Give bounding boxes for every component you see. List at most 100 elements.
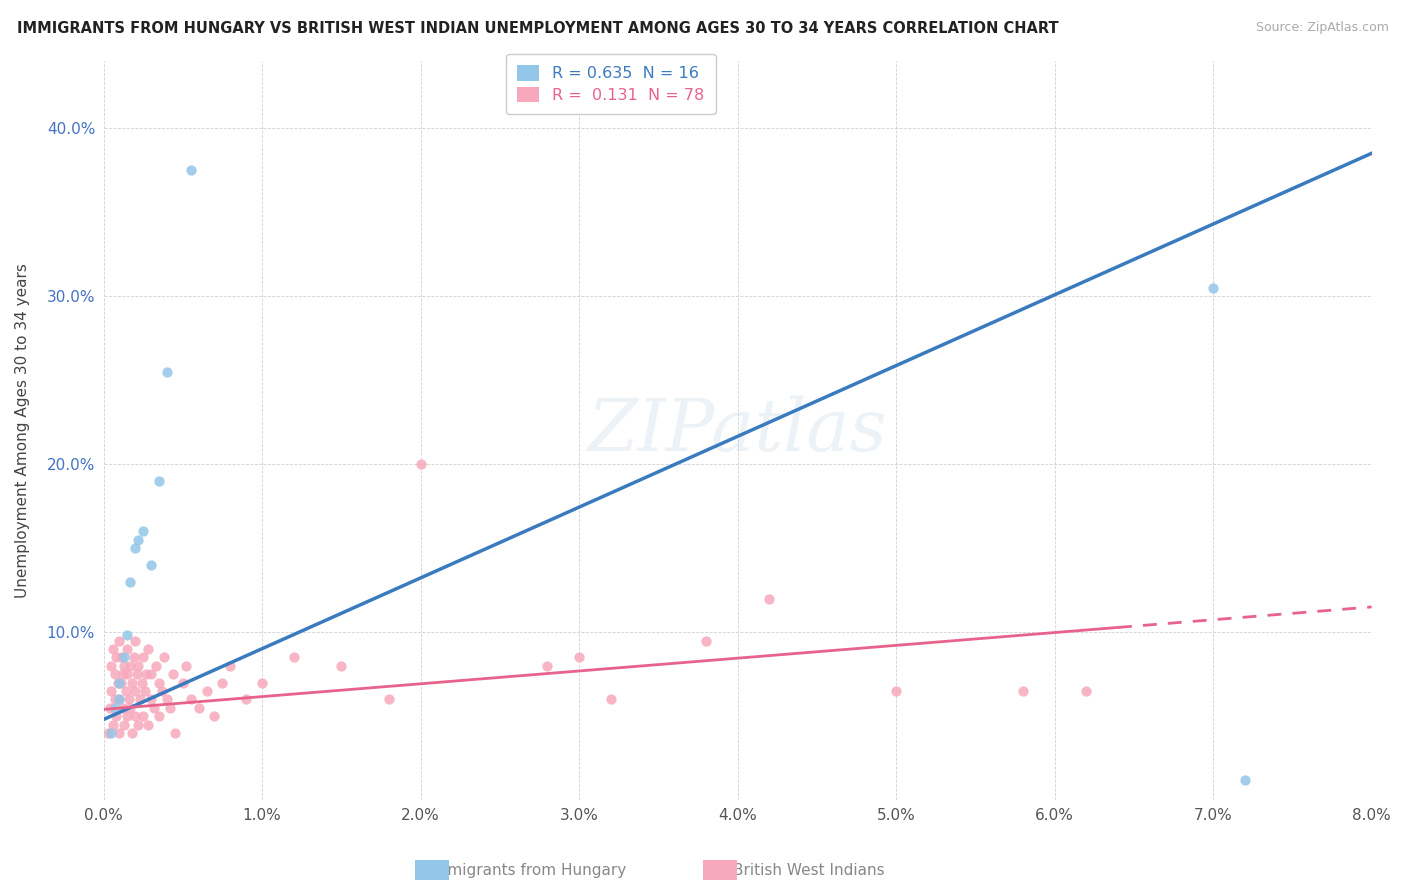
Point [97, 726, 120, 740]
Point [112, 717, 135, 731]
Point [120, 574, 142, 589]
Point [110, 675, 132, 690]
Point [101, 642, 124, 657]
Point [139, 667, 162, 681]
Point [124, 633, 146, 648]
Point [100, 726, 122, 740]
Point [104, 692, 127, 706]
Point [120, 700, 142, 714]
Point [104, 700, 127, 714]
Text: IMMIGRANTS FROM HUNGARY VS BRITISH WEST INDIAN UNEMPLOYMENT AMONG AGES 30 TO 34 : IMMIGRANTS FROM HUNGARY VS BRITISH WEST … [17, 21, 1059, 36]
Point [121, 726, 143, 740]
Text: Immigrants from Hungary: Immigrants from Hungary [427, 863, 627, 878]
Point [330, 658, 353, 673]
Point [568, 650, 591, 665]
Text: Source: ZipAtlas.com: Source: ZipAtlas.com [1256, 21, 1389, 34]
Point [180, 163, 202, 178]
Point [283, 650, 305, 665]
Point [378, 692, 401, 706]
Point [148, 675, 170, 690]
Point [136, 717, 159, 731]
Point [139, 692, 162, 706]
Point [105, 709, 128, 723]
Point [1076, 684, 1098, 698]
Point [163, 726, 186, 740]
Point [143, 700, 166, 714]
Point [114, 684, 136, 698]
Point [108, 726, 131, 740]
Point [145, 658, 167, 673]
Point [132, 650, 155, 665]
Point [105, 650, 128, 665]
Point [134, 684, 156, 698]
Point [129, 692, 152, 706]
Point [111, 667, 134, 681]
Point [172, 675, 194, 690]
Point [98, 700, 121, 714]
Point [250, 675, 273, 690]
Point [100, 684, 122, 698]
Y-axis label: Unemployment Among Ages 30 to 34 years: Unemployment Among Ages 30 to 34 years [15, 263, 30, 598]
Point [104, 667, 127, 681]
Point [156, 365, 179, 379]
Point [536, 658, 558, 673]
Point [125, 667, 148, 681]
Point [121, 675, 143, 690]
Point [108, 692, 131, 706]
Point [235, 692, 257, 706]
Point [884, 684, 907, 698]
Point [180, 692, 202, 706]
Point [108, 675, 131, 690]
Point [131, 675, 153, 690]
Point [132, 524, 155, 539]
Point [162, 667, 184, 681]
Point [124, 541, 146, 555]
Point [695, 633, 717, 648]
Point [111, 700, 134, 714]
Point [117, 628, 139, 642]
Point [1202, 281, 1225, 295]
Point [117, 709, 139, 723]
Point [101, 717, 124, 731]
Point [195, 684, 218, 698]
Point [108, 633, 131, 648]
Point [150, 684, 173, 698]
Point [148, 709, 170, 723]
Point [132, 709, 155, 723]
Point [122, 650, 145, 665]
Point [127, 717, 149, 731]
Point [110, 650, 132, 665]
Point [107, 675, 129, 690]
Point [187, 700, 209, 714]
Point [152, 650, 174, 665]
Point [758, 591, 780, 606]
Point [127, 658, 149, 673]
Legend: R = 0.635  N = 16, R =  0.131  N = 78: R = 0.635 N = 16, R = 0.131 N = 78 [506, 54, 716, 114]
Point [118, 692, 141, 706]
Point [124, 709, 146, 723]
Point [599, 692, 621, 706]
Point [127, 533, 149, 547]
Point [409, 457, 432, 471]
Point [211, 675, 233, 690]
Point [112, 658, 135, 673]
Point [117, 667, 139, 681]
Point [219, 658, 242, 673]
Point [159, 700, 181, 714]
Point [112, 650, 135, 665]
Point [108, 692, 131, 706]
Text: British West Indians: British West Indians [733, 863, 884, 878]
Point [174, 658, 197, 673]
Point [156, 692, 179, 706]
Point [135, 667, 157, 681]
Point [136, 642, 159, 657]
Point [204, 709, 226, 723]
Point [117, 642, 139, 657]
Point [148, 474, 170, 488]
Text: ZIPatlas: ZIPatlas [588, 395, 887, 466]
Point [1233, 772, 1256, 787]
Point [120, 658, 142, 673]
Point [100, 658, 122, 673]
Point [139, 558, 162, 572]
Point [1012, 684, 1035, 698]
